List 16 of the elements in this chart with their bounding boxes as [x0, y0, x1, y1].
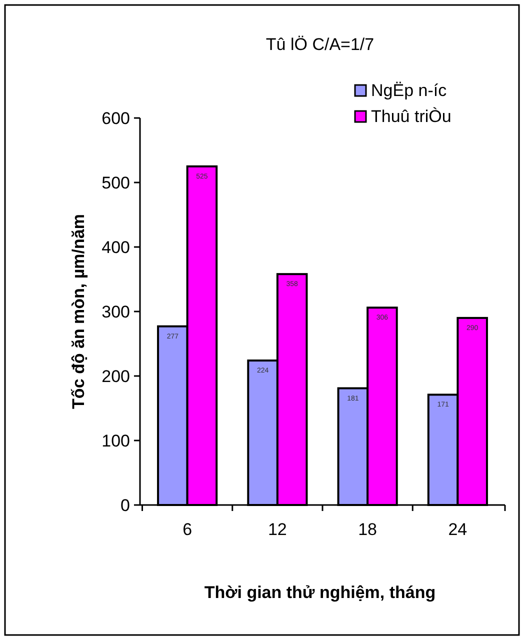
x-tick-label: 12 — [268, 520, 287, 539]
y-tick-label: 400 — [102, 238, 130, 257]
y-axis-title: Tốc độ ăn mòn, µm/năm — [69, 214, 88, 409]
y-tick-label: 500 — [102, 174, 130, 192]
legend-label: NgËp n-íc — [371, 81, 448, 100]
y-tick-label: 200 — [102, 367, 130, 386]
x-axis-title: Thời gian thử nghiệm, tháng — [204, 583, 436, 602]
y-tick-label: 300 — [102, 302, 130, 322]
y-tick-label: 600 — [102, 109, 130, 128]
x-tick-label: 18 — [358, 520, 378, 539]
x-tick-label: 24 — [448, 520, 468, 539]
y-tick-label: 0 — [120, 496, 130, 515]
x-tick-label: 6 — [182, 520, 192, 539]
chart-title: Tû lÖ C/A=1/7 — [266, 35, 374, 54]
legend-label: Thuû triÒu — [371, 107, 452, 126]
y-tick-label: 100 — [102, 432, 130, 450]
